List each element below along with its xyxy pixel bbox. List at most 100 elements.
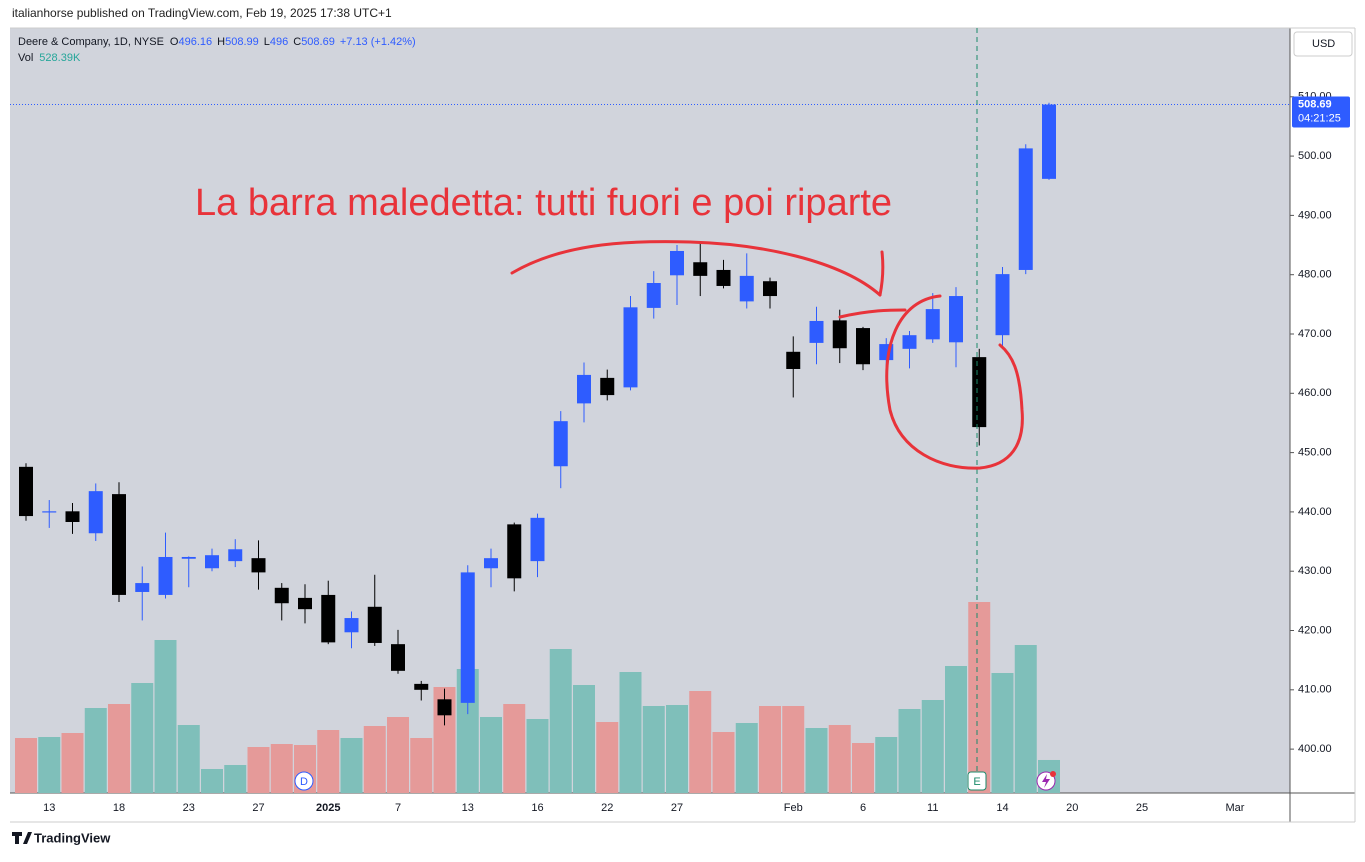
last-price-box <box>1292 96 1350 128</box>
volume-layer <box>15 602 1060 793</box>
volume-bar <box>782 706 805 793</box>
candle-body <box>65 511 80 522</box>
volume-bar <box>945 666 967 793</box>
candle-body <box>670 250 684 276</box>
earnings-icon[interactable] <box>967 771 987 791</box>
candle-body <box>646 283 661 308</box>
volume-bar <box>712 732 735 793</box>
volume-bar <box>503 704 526 793</box>
volume-bar <box>270 744 293 793</box>
arc-drawing <box>510 240 882 297</box>
x-tick-label: Feb <box>784 802 803 814</box>
candle-body <box>600 377 615 396</box>
candle-body <box>902 335 917 349</box>
candle-body <box>693 262 708 276</box>
volume-bar <box>387 717 409 793</box>
candle-body <box>437 699 452 716</box>
ohlc-letter: L <box>264 36 270 48</box>
candle-body <box>995 274 1010 336</box>
candle-body <box>925 309 940 340</box>
candle-body <box>856 328 870 365</box>
candle-body <box>460 572 475 703</box>
volume-bar <box>619 672 642 793</box>
volume-bar <box>898 709 921 793</box>
y-tick-label: 500.00 <box>1298 150 1332 162</box>
candle-body <box>786 351 801 369</box>
volume-bar <box>84 708 107 793</box>
candle-body <box>763 281 777 297</box>
candle-body <box>972 357 987 428</box>
candle-body <box>251 558 266 573</box>
candle-body <box>205 555 219 569</box>
volume-bar <box>224 765 247 793</box>
x-tick-label: 11 <box>927 802 938 814</box>
volume-bar <box>526 719 549 793</box>
dividend-icon[interactable] <box>294 771 314 791</box>
currency[interactable]: USD <box>1312 38 1335 50</box>
drawings <box>510 240 1024 470</box>
y-tick-label: 410.00 <box>1298 684 1332 696</box>
volume-bar <box>15 738 37 793</box>
x-tick-label: 22 <box>601 802 613 814</box>
candle-body <box>809 320 824 343</box>
dividend-icon-letter[interactable]: D <box>300 776 308 788</box>
volume-bar <box>573 685 595 793</box>
countdown: 04:21:25 <box>1298 112 1341 124</box>
volume-bar <box>968 602 991 793</box>
brand-name: TradingView <box>34 830 111 845</box>
x-tick-label: 6 <box>860 802 866 814</box>
x-tick-label: 14 <box>996 802 1008 814</box>
event-icons: D E <box>294 771 1056 791</box>
ohlc-value: 496 <box>270 36 288 48</box>
volume-bar <box>154 640 177 793</box>
candle-body <box>623 307 638 388</box>
candle-body <box>135 583 150 592</box>
candle-body <box>321 594 336 643</box>
volume-bar <box>480 717 502 793</box>
candle-body <box>298 597 312 610</box>
publisher: italianhorse published on TradingView.co… <box>12 6 392 20</box>
volume-bar <box>828 725 851 793</box>
header: Deere & Company, 1D, NYSE O496.16 H508.99 L… <box>18 36 416 48</box>
ohlc-value: 508.69 <box>301 36 335 48</box>
volume-bar <box>549 649 572 793</box>
y-tick-label: 430.00 <box>1298 565 1332 577</box>
candle-body <box>507 524 522 579</box>
volume-bar <box>735 723 758 793</box>
y-tick-label: 440.00 <box>1298 506 1332 518</box>
candle-body <box>42 511 57 513</box>
earnings-icon-letter[interactable]: E <box>973 776 980 788</box>
candle-body <box>274 587 289 604</box>
currency-button[interactable] <box>1293 31 1353 57</box>
candle-body <box>112 494 126 595</box>
volume-bar <box>247 747 270 793</box>
candle-body <box>553 421 568 467</box>
volume-bar <box>666 705 688 793</box>
candle-layer <box>19 102 1056 726</box>
volume-bar <box>177 725 200 793</box>
volume-bar <box>363 726 386 793</box>
news-icon-dot <box>1050 771 1056 777</box>
volume-bar <box>689 691 712 793</box>
x-tick-label: 2025 <box>316 802 340 814</box>
x-tick-label: 27 <box>252 802 264 814</box>
volume-bar <box>991 673 1014 793</box>
volume-bar <box>805 728 828 793</box>
x-tick-label: 16 <box>531 802 543 814</box>
volume-bar <box>131 683 154 793</box>
volume-value: 528.39K <box>39 52 81 64</box>
arrow-drawing <box>878 250 885 297</box>
volume-bar <box>201 769 223 793</box>
x-tick-label: 20 <box>1066 802 1078 814</box>
news-icon-bolt[interactable] <box>1042 774 1050 788</box>
plot-background <box>10 28 1290 793</box>
volume-bar <box>642 706 665 793</box>
ohlc-value: 508.99 <box>225 36 259 48</box>
candle-body <box>181 556 196 559</box>
y-tick-label: 420.00 <box>1298 624 1332 636</box>
candle-body <box>484 558 498 569</box>
candle-body <box>716 269 731 286</box>
y-tick-label: 400.00 <box>1298 743 1332 755</box>
candle-body <box>739 275 754 302</box>
